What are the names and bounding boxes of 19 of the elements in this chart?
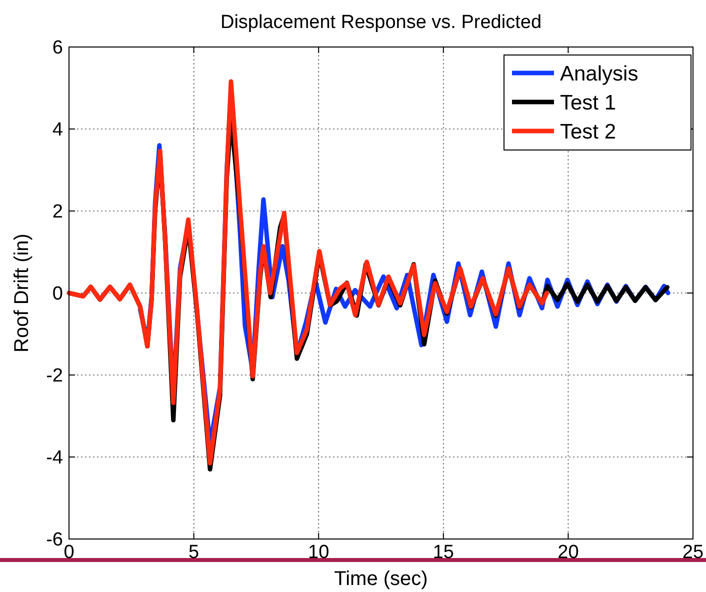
chart-title: Displacement Response vs. Predicted [220,12,542,33]
legend-label: Analysis [560,62,638,86]
y-tick-label: 2 [52,202,63,223]
x-axis-title: Time (sec) [334,568,428,590]
y-tick-label: 6 [52,38,63,59]
y-tick-label: 0 [52,284,63,305]
x-tick-label: 15 [432,542,454,563]
y-tick-label: -6 [46,530,63,551]
y-tick-label: -2 [46,366,63,387]
x-tick-label: 5 [188,542,200,563]
x-tick-label: 25 [682,542,704,563]
y-tick-label: 4 [52,120,64,141]
y-axis-title: Roof Drift (in) [11,234,33,352]
x-tick-label: 10 [308,542,330,563]
x-tick-label: 20 [558,542,579,563]
legend-label: Test 1 [560,91,616,114]
legend-label: Test 2 [560,120,616,144]
y-tick-label: -4 [46,448,64,469]
line-series [66,79,549,466]
